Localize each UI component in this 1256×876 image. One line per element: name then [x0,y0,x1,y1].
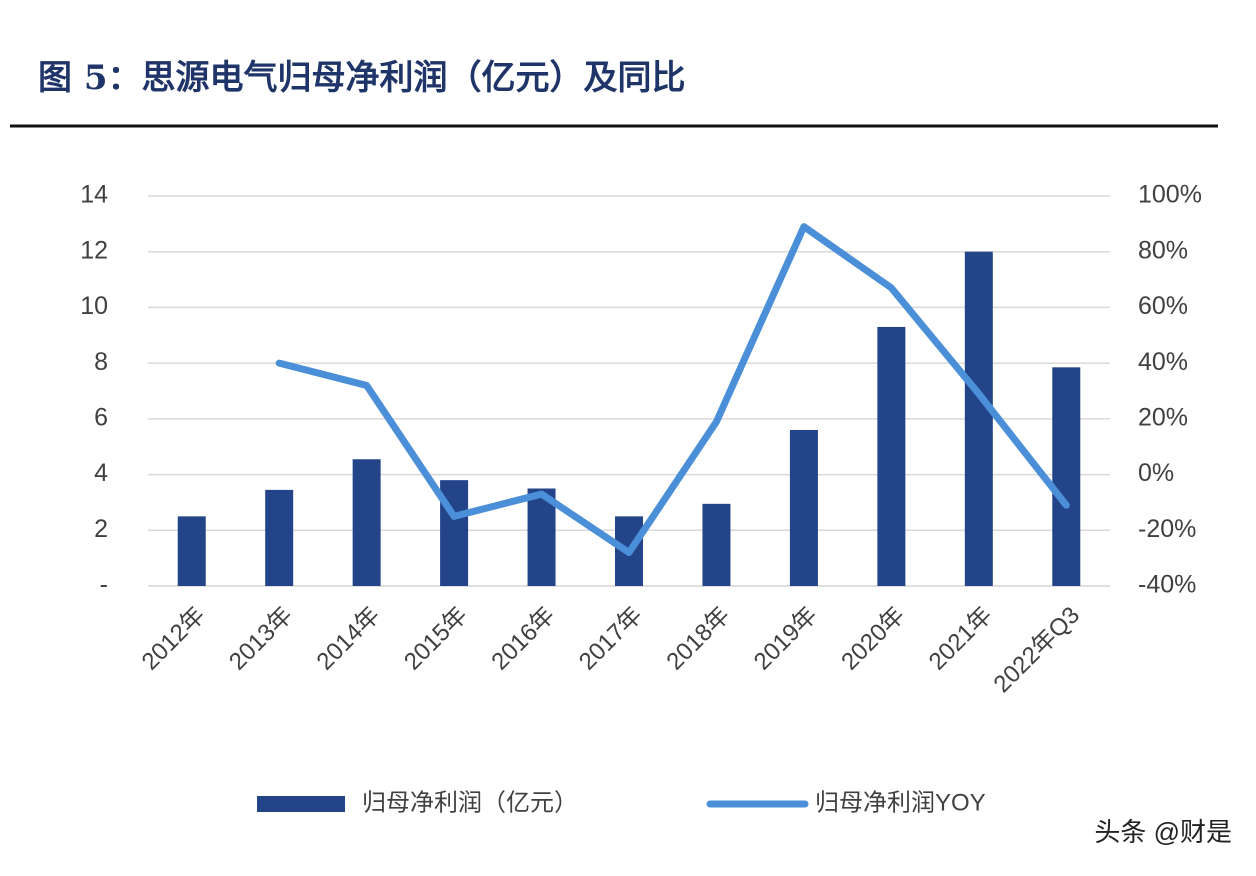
x-tick-label: 2022年Q3 [989,602,1085,698]
y-tick-label: 6 [94,403,108,431]
y2-tick-label: 100% [1138,181,1202,209]
x-tick-label: 2018年 [661,602,735,676]
x-tick-label: 2021年 [924,602,998,676]
x-tick-label: 2015年 [399,602,473,676]
bar [789,430,818,586]
y-tick-label: 4 [94,459,108,487]
bar [1052,367,1081,586]
y-tick-label: 8 [94,348,108,376]
bar [527,488,556,586]
y-tick-label: 2 [94,515,108,543]
y2-tick-label: -40% [1138,571,1196,599]
x-tick-label: 2014年 [312,602,386,676]
watermark: 头条 @财是 [1094,817,1232,847]
legend-label: 归母净利润（亿元） [362,789,578,816]
x-tick-label: 2019年 [749,602,823,676]
y2-tick-label: 60% [1138,292,1188,320]
bar [177,516,206,586]
x-tick-label: 2012年 [137,602,211,676]
legend-label: 归母净利润YOY [815,789,986,816]
x-tick-label: 2016年 [486,602,560,676]
bar [702,503,731,586]
y-tick-label: 12 [80,236,108,264]
y2-tick-label: 0% [1138,459,1174,487]
y2-tick-label: 80% [1138,236,1188,264]
legend-swatch [257,796,345,812]
y2-tick-label: -20% [1138,515,1196,543]
y-tick-label: 14 [80,181,108,209]
y-tick-label: - [100,571,108,599]
x-tick-label: 2020年 [836,602,910,676]
bar [964,251,993,586]
bar [352,459,381,586]
x-tick-label: 2017年 [574,602,648,676]
line [275,223,1070,557]
bar [265,489,294,586]
y2-tick-label: 40% [1138,348,1188,376]
x-tick-label: 2013年 [224,602,298,676]
y-tick-label: 10 [80,292,108,320]
bar [877,326,906,586]
y2-tick-label: 20% [1138,403,1188,431]
chart-title: 图 5：思源电气归母净利润（亿元）及同比 [38,58,686,98]
